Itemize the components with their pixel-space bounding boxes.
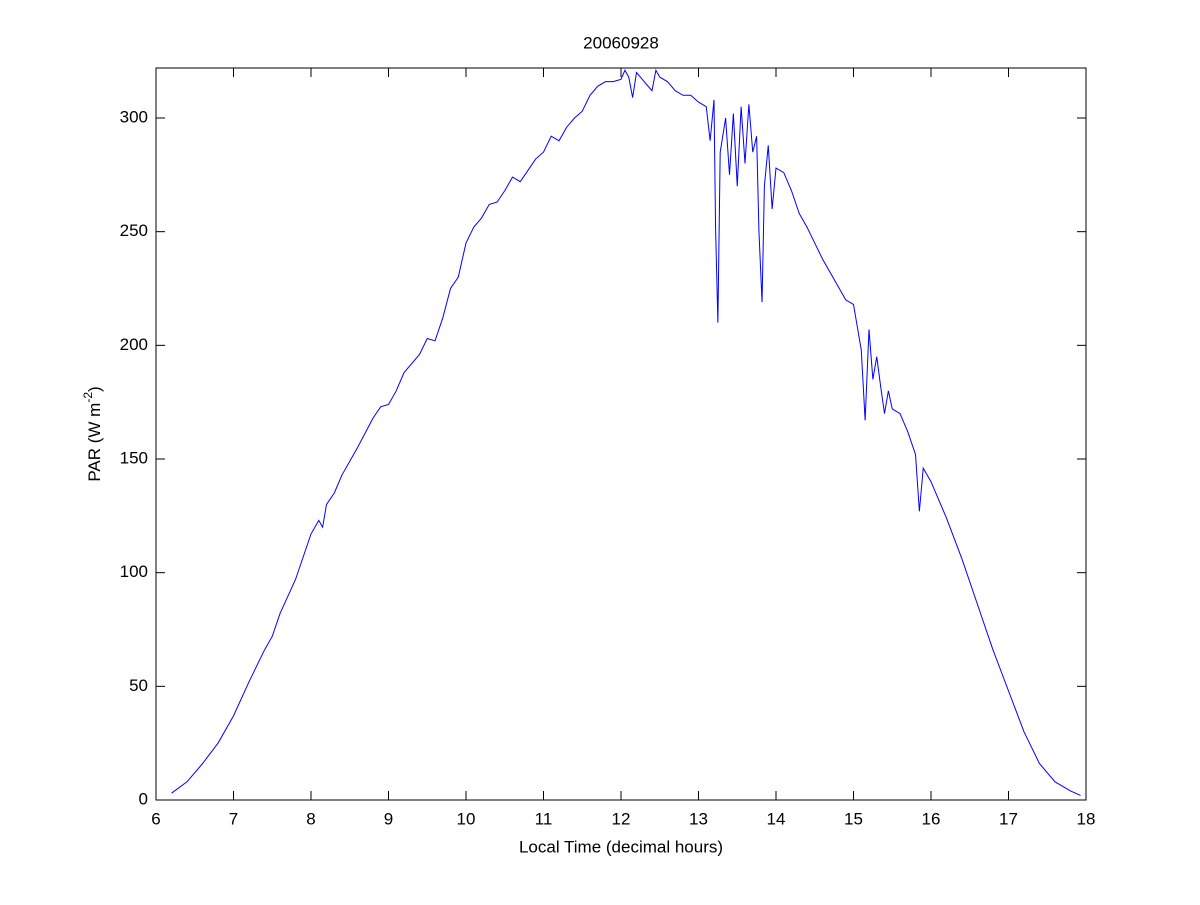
x-tick-label: 9 [384, 809, 393, 828]
x-tick-label: 7 [229, 809, 238, 828]
x-tick-label: 14 [767, 809, 786, 828]
x-tick-label: 11 [535, 809, 553, 828]
y-tick-label: 0 [139, 789, 148, 808]
y-tick-label: 50 [129, 676, 148, 695]
plot-frame [155, 67, 1087, 801]
x-tick-label: 16 [922, 809, 941, 828]
x-tick-label: 15 [844, 809, 863, 828]
y-label-superscript: -2 [81, 392, 95, 403]
x-tick-label: 17 [999, 809, 1018, 828]
y-label-end: ) [85, 386, 104, 392]
x-tick-label: 10 [457, 809, 476, 828]
data-line [171, 68, 1081, 796]
chart-title: 20060928 [583, 33, 659, 52]
x-tick-label: 12 [612, 809, 631, 828]
x-tick-label: 18 [1077, 809, 1096, 828]
x-axis-label: Local Time (decimal hours) [519, 837, 723, 856]
x-tick-label: 8 [306, 809, 315, 828]
y-tick-label: 300 [120, 107, 148, 126]
y-tick-label: 150 [120, 448, 148, 467]
y-tick-label: 100 [120, 562, 148, 581]
y-label-main: PAR (W m [85, 403, 104, 482]
y-axis-label: PAR (W m-2) [81, 386, 104, 481]
y-tick-label: 250 [120, 221, 148, 240]
x-tick-label: 6 [151, 809, 160, 828]
y-tick-label: 200 [120, 335, 148, 354]
x-tick-label: 13 [689, 809, 708, 828]
